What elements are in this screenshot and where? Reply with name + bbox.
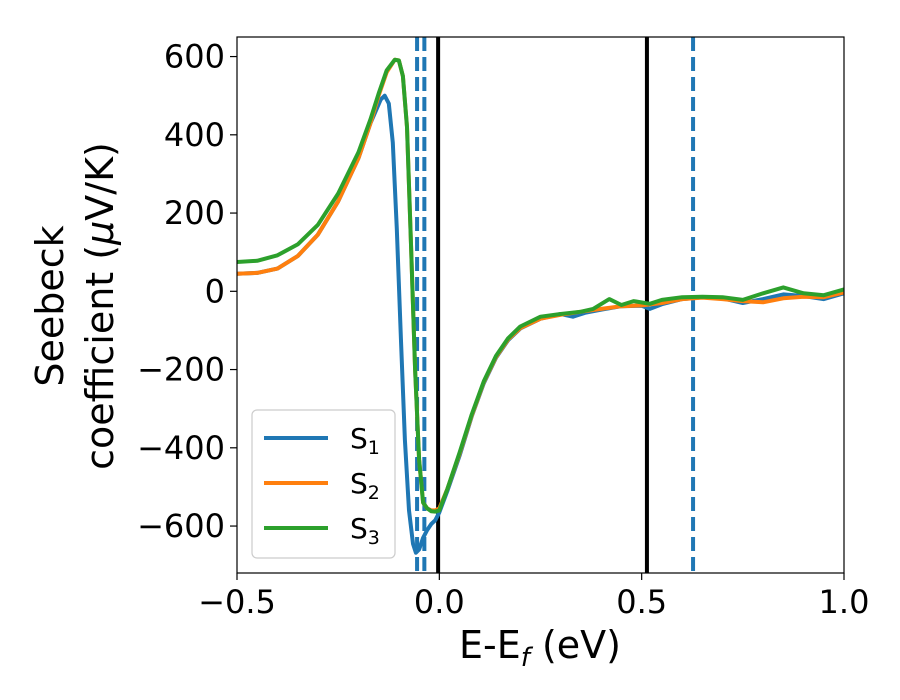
y-tick-label: 200	[164, 194, 225, 232]
y-tick-label: −600	[137, 507, 225, 545]
series-line-s3	[237, 57, 844, 514]
legend-label-s2: S2	[350, 467, 380, 504]
x-tick-label: 1.0	[819, 583, 870, 621]
y-axis-title-mu: μ	[78, 221, 122, 246]
y-axis-title-unit: V/K)	[78, 142, 122, 221]
y-tick-label: −400	[137, 429, 225, 467]
x-axis-title-main: E-E	[459, 623, 521, 667]
x-axis-title: E-Ef (eV)	[459, 623, 621, 673]
x-tick-label: −0.5	[198, 583, 276, 621]
legend-label-s1: S1	[350, 422, 380, 459]
plot-area: −0.5 0.0 0.5 1.0−600−400−2000200400600S1S2S…	[137, 36, 870, 621]
y-tick-label: 600	[164, 38, 225, 76]
x-tick-label: 0.0	[414, 583, 465, 621]
legend-label-s3: S3	[350, 512, 380, 549]
y-tick-label: −200	[137, 351, 225, 389]
y-axis-title: Seebeck coefficient (μV/K)	[28, 142, 122, 470]
axes-frame	[236, 36, 845, 574]
y-axis-title-line2: coefficient (μV/K)	[78, 142, 122, 470]
x-tick-label: 0.5	[616, 583, 667, 621]
legend: S1 S2 S3	[251, 409, 396, 559]
y-tick-label: 400	[164, 116, 225, 154]
y-axis-title-line1: Seebeck	[28, 225, 72, 386]
y-axis-title-prefix: coefficient (	[78, 245, 122, 470]
x-axis-title-unit: (eV)	[530, 623, 621, 667]
y-tick-label: 0	[205, 272, 225, 310]
